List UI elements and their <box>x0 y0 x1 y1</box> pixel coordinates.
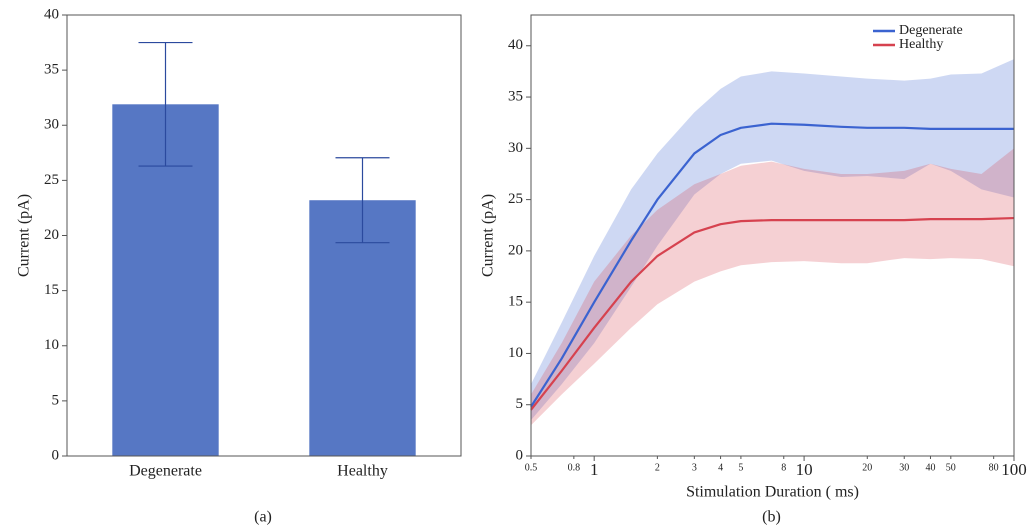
y-tick-label: 40 <box>508 37 523 53</box>
x-tick-label: 4 <box>718 462 723 473</box>
y-tick-label: 5 <box>516 396 524 412</box>
y-tick-label: 35 <box>508 88 523 104</box>
x-tick-label: 1 <box>590 460 599 479</box>
x-tick-label: 20 <box>862 462 872 473</box>
y-axis-label: Current (pA) <box>480 194 497 277</box>
caption: (b) <box>762 509 781 526</box>
x-tick-label: 40 <box>925 462 935 473</box>
x-tick-label: 50 <box>946 462 956 473</box>
caption: (a) <box>254 509 272 526</box>
y-tick-label: 20 <box>508 242 523 258</box>
axes-frame <box>530 14 1015 457</box>
y-tick-label: 25 <box>508 191 523 207</box>
y-tick-label: 40 <box>44 6 59 22</box>
y-tick-label: 15 <box>44 282 59 298</box>
x-tick-label: 0.5 <box>525 462 538 473</box>
y-tick-label: 35 <box>44 62 59 78</box>
y-tick-label: 30 <box>44 117 59 133</box>
legend-label: Healthy <box>899 37 943 52</box>
series-line <box>530 122 1014 408</box>
x-tick-label: 3 <box>692 462 697 473</box>
x-tick-label: 2 <box>655 462 660 473</box>
y-tick-label: 25 <box>44 172 59 188</box>
series-line <box>530 216 1015 411</box>
x-tick-label: 80 <box>989 462 999 473</box>
y-axis-label: Current (pA) <box>16 194 33 277</box>
x-tick-label: 0.8 <box>568 462 581 473</box>
x-tick-label: 30 <box>899 462 909 473</box>
x-tick-label: 5 <box>738 462 743 473</box>
legend-label: Degenerate <box>899 23 963 38</box>
x-tick-label: 10 <box>796 460 813 479</box>
x-tick-label: 100 <box>1001 460 1027 479</box>
confidence-band <box>531 148 1014 426</box>
confidence-band <box>531 59 1014 421</box>
x-tick-label: Healthy <box>337 463 388 480</box>
x-tick-label: Degenerate <box>129 463 202 480</box>
y-tick-label: 30 <box>508 140 523 156</box>
axes-frame <box>66 14 462 457</box>
x-tick-label: 8 <box>781 462 786 473</box>
y-tick-label: 20 <box>44 227 59 243</box>
y-tick-label: 15 <box>508 294 523 310</box>
error-bar <box>335 157 390 244</box>
y-tick-label: 10 <box>44 337 59 353</box>
error-bar <box>138 41 193 167</box>
x-axis-label: Stimulation Duration ( ms) <box>686 484 859 501</box>
y-tick-label: 0 <box>52 447 60 463</box>
y-tick-label: 5 <box>52 392 60 408</box>
y-tick-label: 10 <box>508 345 523 361</box>
y-tick-label: 0 <box>516 447 524 463</box>
